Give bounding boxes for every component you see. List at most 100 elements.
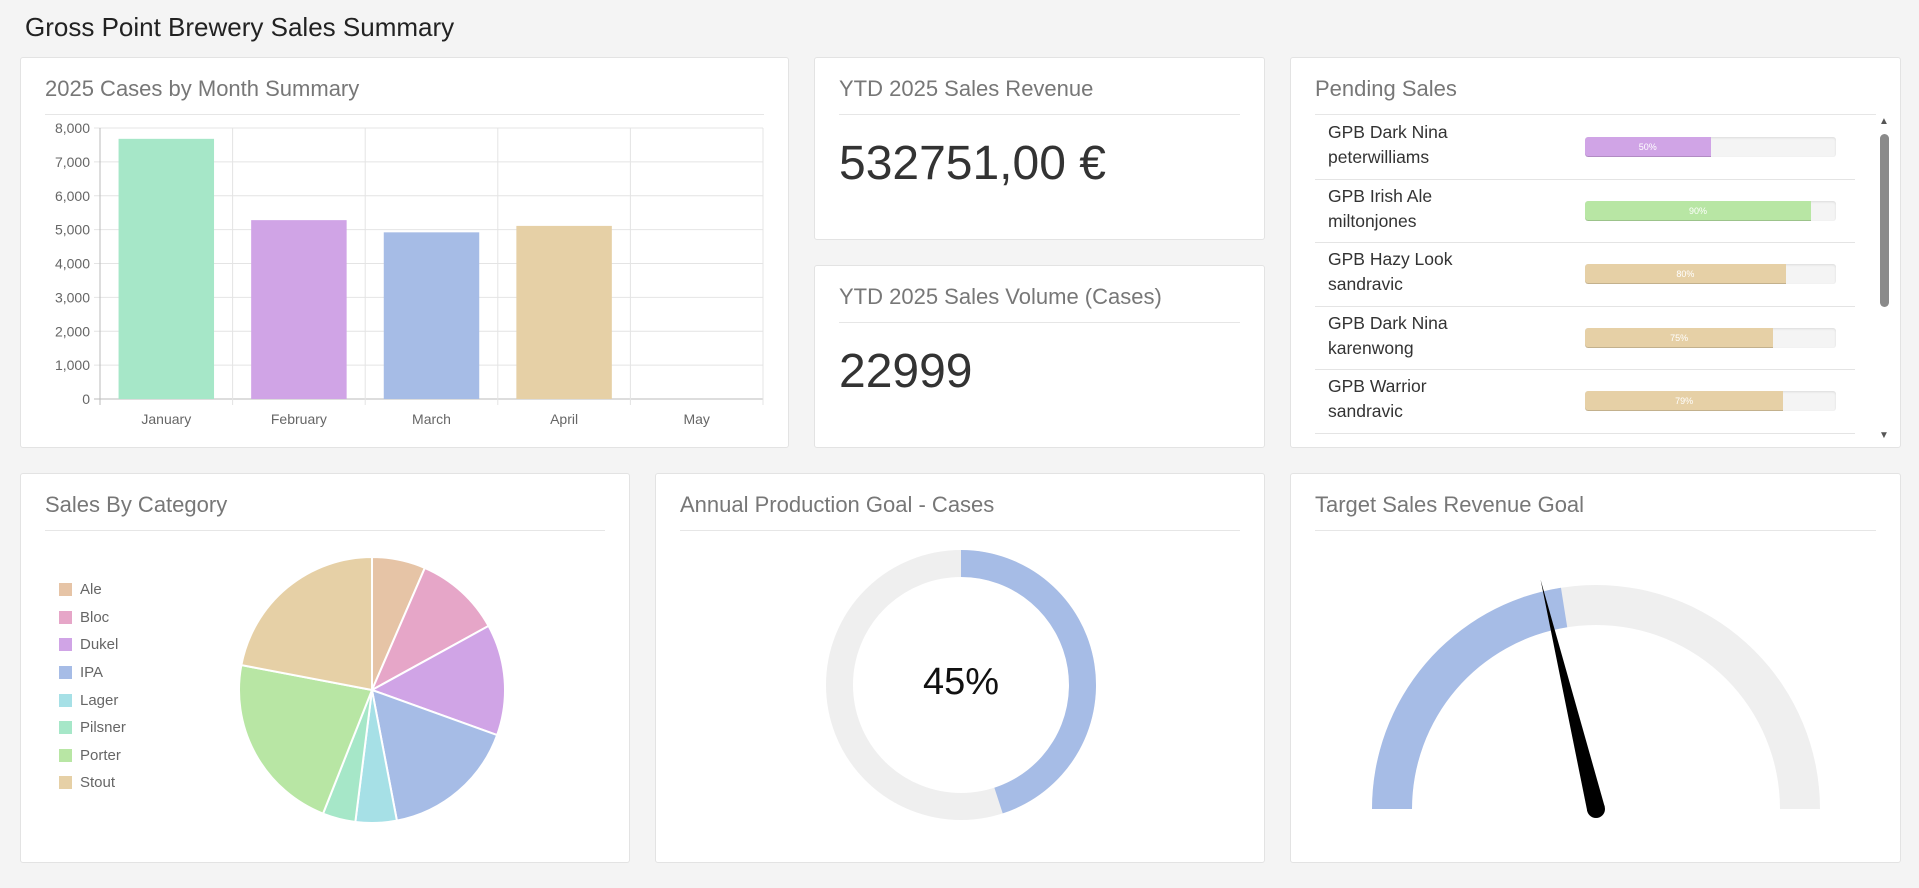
y-tick-label: 7,000 [55, 154, 90, 170]
bar-february[interactable] [251, 220, 347, 399]
cases-by-month-title: 2025 Cases by Month Summary [45, 76, 764, 115]
pie-slice-bloc[interactable] [369, 566, 490, 693]
ytd-revenue-value: 532751,00 € [839, 137, 1106, 190]
ytd-revenue-title: YTD 2025 Sales Revenue [839, 76, 1240, 115]
legend-label: Pilsner [80, 719, 126, 737]
production-goal-percent: 45% [922, 661, 1000, 703]
ytd-volume-panel: YTD 2025 Sales Volume (Cases) 22999 [814, 265, 1265, 448]
bar-april[interactable] [516, 225, 612, 399]
gauge-value-arc [1372, 587, 1568, 809]
y-tick-label: 4,000 [55, 256, 90, 272]
pending-sale-progress-bar: 90% [1585, 200, 1836, 221]
target-revenue-gauge [1372, 579, 1820, 818]
legend-item[interactable]: Bloc [59, 604, 126, 632]
x-tick-label: May [683, 411, 709, 427]
pending-sales-panel: Pending Sales GPB Dark Nina peterwilliams… [1290, 57, 1901, 448]
scroll-down-arrow-icon[interactable]: ▼ [1879, 430, 1889, 441]
pending-sale-row[interactable]: GPB Dark Nina karenwong 75% [1315, 307, 1855, 370]
pending-sale-progress-bar: 79% [1585, 391, 1836, 411]
pending-sale-product: GPB Dark Nina [1328, 122, 1448, 142]
category-pie-chart [238, 555, 506, 824]
legend-label: Porter [80, 746, 121, 764]
target-revenue-panel: Target Sales Revenue Goal [1290, 473, 1901, 863]
legend-swatch [59, 638, 72, 652]
pending-sale-progress-fill: 75% [1585, 327, 1774, 348]
legend-swatch [59, 583, 72, 597]
scroll-up-arrow-icon[interactable]: ▲ [1879, 116, 1889, 127]
pie-slice-ipa[interactable] [370, 688, 499, 822]
production-goal-panel: Annual Production Goal - Cases 45% [655, 473, 1265, 863]
y-tick-label: 2,000 [55, 323, 90, 339]
y-tick-label: 8,000 [55, 120, 90, 136]
scrollbar-thumb[interactable] [1880, 134, 1889, 307]
legend-swatch [59, 693, 72, 707]
y-tick-label: 5,000 [55, 222, 90, 238]
x-tick-label: April [550, 411, 578, 427]
gauge-needle [1540, 579, 1605, 812]
legend-label: Bloc [80, 608, 110, 626]
production-goal-title: Annual Production Goal - Cases [680, 492, 1240, 531]
pending-sales-scrollbar[interactable]: ▲ ▼ [1878, 116, 1890, 442]
pending-sale-product: GPB Dark Nina [1328, 312, 1448, 333]
pending-sale-product: GPB Irish Ale [1328, 185, 1433, 206]
cases-by-month-panel: 2025 Cases by Month Summary 0 1,000 2,000 3… [20, 57, 789, 448]
pending-sale-product: GPB Warrior [1328, 376, 1427, 396]
legend-swatch [59, 721, 72, 735]
pending-sale-user: miltonjones [1328, 210, 1417, 231]
y-tick-label: 1,000 [55, 357, 90, 373]
pending-sales-title: Pending Sales [1315, 76, 1876, 115]
gauge-needle-hub [1587, 800, 1605, 818]
pending-sales-list[interactable]: GPB Dark Nina peterwilliams 50% GPB Irish A… [1315, 116, 1855, 442]
pending-sale-row[interactable]: GPB Hazy Look sandravic 80% [1315, 243, 1855, 307]
ytd-volume-value: 22999 [839, 345, 973, 398]
pie-legend: Ale Bloc Dukel IPA Lager Pilsner Porter Stout [59, 576, 126, 797]
y-tick-label: 0 [82, 391, 90, 407]
x-tick-label: February [271, 411, 327, 427]
cases-bar-chart: 0 1,000 2,000 3,000 4,000 5,000 6,000 7,000 8,00… [55, 120, 764, 427]
legend-swatch [59, 666, 72, 680]
target-revenue-title: Target Sales Revenue Goal [1315, 492, 1876, 531]
legend-item[interactable]: Stout [59, 769, 126, 797]
legend-label: Lager [80, 691, 119, 709]
pending-sale-row[interactable]: GPB Dark Nina peterwilliams 50% [1315, 116, 1855, 180]
sales-by-category-title: Sales By Category [45, 492, 605, 531]
legend-item[interactable]: Lager [59, 686, 126, 714]
legend-item[interactable]: Ale [59, 576, 126, 604]
pending-sale-user: sandravic [1328, 274, 1403, 294]
bar-march[interactable] [383, 232, 480, 399]
pie-slice-stout[interactable] [240, 555, 373, 692]
legend-label: Ale [80, 581, 102, 599]
pending-sale-progress-fill: 80% [1585, 264, 1786, 284]
legend-item[interactable]: Dukel [59, 631, 126, 659]
y-tick-label: 3,000 [55, 289, 90, 305]
bar-january[interactable] [118, 138, 215, 399]
production-donut-chart [826, 550, 1096, 820]
legend-label: Stout [80, 774, 116, 792]
pending-sale-user: peterwilliams [1328, 147, 1430, 167]
x-tick-label: March [412, 411, 451, 427]
legend-swatch [59, 776, 72, 790]
legend-swatch [59, 610, 72, 624]
pending-sale-progress-bar: 50% [1585, 137, 1836, 157]
pending-sale-row[interactable]: GPB Warrior sandravic 79% [1315, 370, 1855, 434]
pending-sale-progress-fill: 50% [1585, 137, 1711, 157]
legend-item[interactable]: IPA [59, 659, 126, 687]
pie-slice-porter[interactable] [238, 663, 374, 815]
pending-sale-progress-fill: 90% [1585, 200, 1811, 221]
ytd-volume-title: YTD 2025 Sales Volume (Cases) [839, 284, 1240, 323]
pending-sale-progress-bar: 75% [1585, 327, 1836, 348]
pending-sale-product: GPB Hazy Look [1328, 249, 1453, 269]
legend-item[interactable]: Pilsner [59, 714, 126, 742]
donut-progress-arc [961, 550, 1096, 814]
pending-sale-user: sandravic [1328, 401, 1403, 421]
pending-sale-progress-bar: 80% [1585, 264, 1836, 284]
ytd-revenue-panel: YTD 2025 Sales Revenue 532751,00 € [814, 57, 1265, 240]
legend-swatch [59, 748, 72, 762]
legend-item[interactable]: Porter [59, 742, 126, 770]
pie-slice-dukel[interactable] [369, 624, 506, 737]
pending-sale-row[interactable]: GPB Irish Ale miltonjones 90% [1315, 180, 1855, 243]
legend-label: IPA [80, 664, 104, 682]
page-title: Gross Point Brewery Sales Summary [25, 12, 455, 42]
x-tick-label: January [141, 411, 191, 427]
y-tick-label: 6,000 [55, 188, 90, 204]
